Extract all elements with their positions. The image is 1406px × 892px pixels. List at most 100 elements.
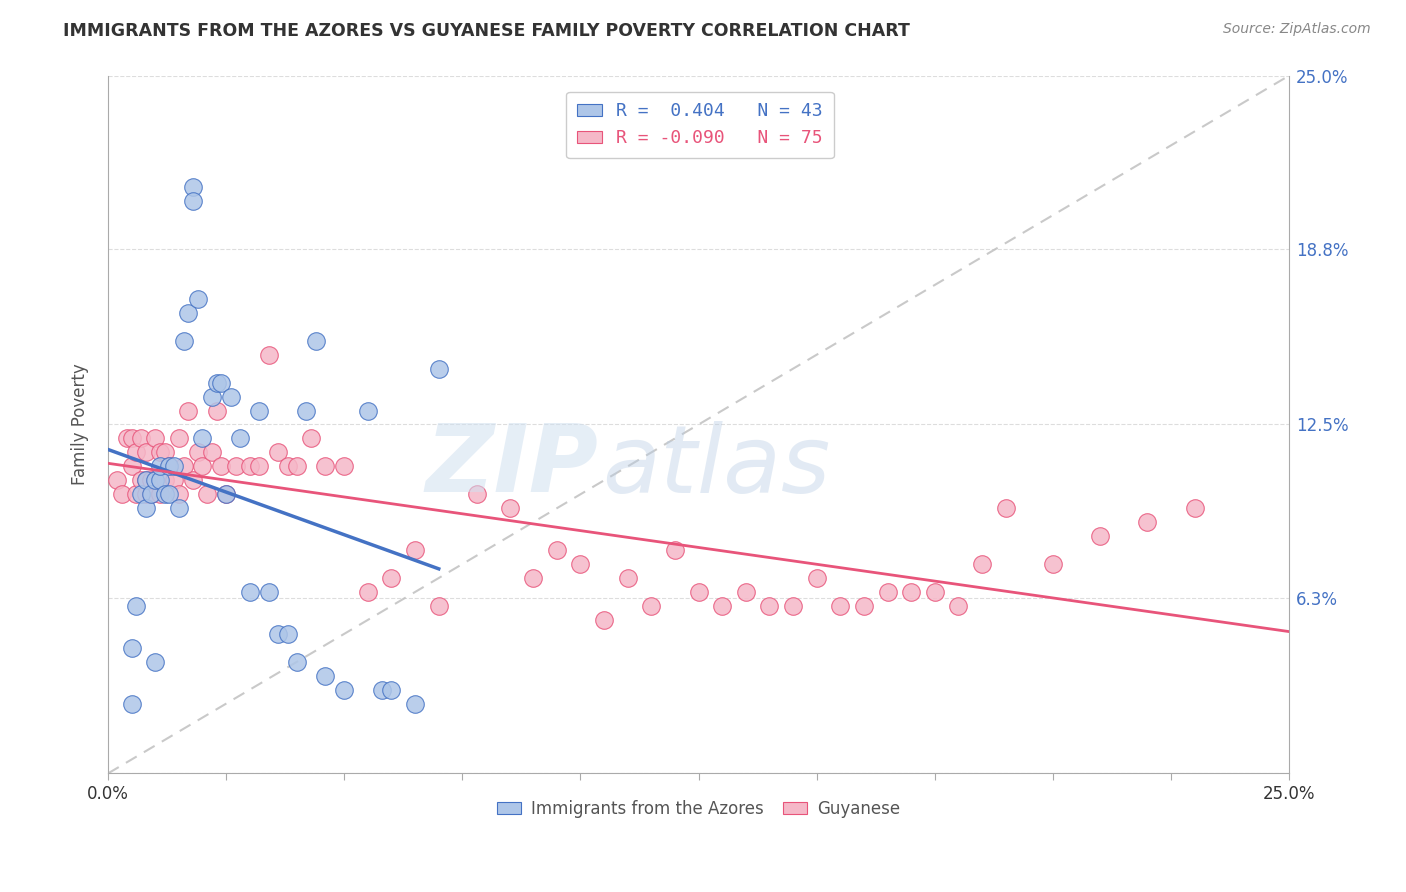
Point (125, 599, 148, 613)
Point (924, 585, 946, 599)
Point (173, 459, 195, 474)
Point (135, 501, 157, 516)
Point (153, 473, 176, 487)
Point (427, 361, 450, 376)
Point (1042, 557, 1064, 571)
Point (616, 571, 638, 585)
Point (758, 599, 780, 613)
Point (569, 557, 592, 571)
Point (257, 585, 280, 599)
Point (135, 445, 157, 459)
Point (277, 627, 299, 641)
Point (129, 432, 152, 446)
Point (143, 473, 166, 487)
Point (149, 445, 172, 459)
Point (173, 334, 195, 348)
Point (163, 473, 186, 487)
Point (522, 571, 544, 585)
Point (125, 445, 148, 459)
Point (135, 473, 157, 487)
Point (498, 501, 520, 516)
Point (167, 487, 190, 501)
Point (267, 445, 290, 459)
Point (664, 543, 686, 558)
Point (247, 403, 270, 417)
Point (806, 571, 828, 585)
Point (157, 459, 180, 474)
Point (427, 599, 450, 613)
Point (121, 697, 143, 711)
Point (239, 585, 262, 599)
Point (371, 682, 394, 697)
Point (404, 697, 426, 711)
Point (153, 487, 176, 501)
Point (1136, 515, 1159, 529)
Point (380, 571, 402, 585)
Point (247, 459, 270, 474)
Point (143, 432, 166, 446)
Point (314, 459, 336, 474)
Point (305, 334, 328, 348)
Point (135, 473, 157, 487)
Point (876, 585, 898, 599)
Point (195, 487, 218, 501)
Text: IMMIGRANTS FROM THE AZORES VS GUYANESE FAMILY POVERTY CORRELATION CHART: IMMIGRANTS FROM THE AZORES VS GUYANESE F… (63, 22, 910, 40)
Point (181, 180, 204, 194)
Point (357, 585, 380, 599)
Point (546, 543, 568, 558)
Point (143, 473, 166, 487)
Point (157, 487, 180, 501)
Text: ZIP: ZIP (426, 420, 598, 512)
Point (734, 585, 756, 599)
Point (640, 599, 662, 613)
Point (149, 459, 172, 474)
Point (201, 390, 224, 404)
Point (139, 487, 162, 501)
Point (115, 432, 138, 446)
Point (295, 403, 318, 417)
Point (229, 432, 252, 446)
Point (181, 194, 204, 208)
Point (177, 306, 200, 320)
Point (209, 459, 232, 474)
Point (167, 432, 190, 446)
Point (972, 557, 994, 571)
Point (239, 459, 262, 474)
Point (111, 487, 134, 501)
Point (191, 459, 214, 474)
Point (187, 292, 209, 306)
Point (948, 599, 970, 613)
Point (219, 390, 242, 404)
Point (333, 459, 356, 474)
Point (257, 348, 280, 362)
Point (135, 487, 157, 501)
Point (994, 501, 1017, 516)
Point (167, 501, 190, 516)
Point (205, 403, 228, 417)
Point (125, 487, 148, 501)
Point (129, 487, 152, 501)
Point (149, 487, 172, 501)
Text: atlas: atlas (602, 421, 830, 512)
Point (107, 473, 129, 487)
Point (143, 655, 166, 669)
Point (181, 473, 204, 487)
Point (209, 376, 232, 390)
Point (121, 432, 143, 446)
Point (267, 627, 290, 641)
Point (465, 487, 488, 501)
Point (380, 682, 402, 697)
Point (711, 599, 734, 613)
Point (404, 543, 426, 558)
Point (215, 487, 238, 501)
Point (285, 459, 308, 474)
Point (121, 459, 143, 474)
Point (277, 459, 299, 474)
Point (129, 473, 152, 487)
Point (900, 585, 922, 599)
Point (314, 669, 336, 683)
Point (201, 445, 224, 459)
Point (830, 599, 852, 613)
Point (782, 599, 804, 613)
Point (153, 445, 176, 459)
